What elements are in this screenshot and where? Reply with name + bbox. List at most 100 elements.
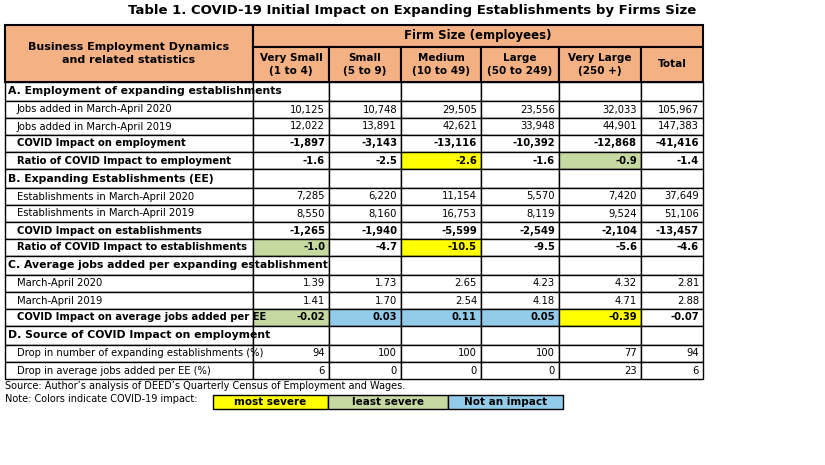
Bar (481, 239, 559, 256)
Text: -1.6: -1.6 (533, 155, 555, 166)
Text: 0.05: 0.05 (530, 312, 555, 323)
Bar (641, 135, 703, 152)
Bar (5, 345, 253, 362)
Text: Source: Author’s analysis of DEED’s Quarterly Census of Employment and Wages.: Source: Author’s analysis of DEED’s Quar… (5, 381, 405, 391)
Bar (5, 118, 253, 135)
Bar (559, 82, 641, 101)
Bar (329, 205, 401, 222)
Text: D. Source of COVID Impact on employment: D. Source of COVID Impact on employment (8, 331, 271, 340)
Text: 16,753: 16,753 (442, 208, 477, 219)
Text: -0.39: -0.39 (608, 312, 637, 323)
Text: Ratio of COVID Impact to employment: Ratio of COVID Impact to employment (17, 155, 231, 166)
Bar (481, 101, 559, 118)
Bar (5, 239, 253, 256)
Text: -4.7: -4.7 (375, 243, 397, 252)
Text: -0.9: -0.9 (615, 155, 637, 166)
Text: 23: 23 (625, 365, 637, 376)
Bar (481, 345, 559, 362)
Bar (329, 275, 401, 292)
Text: least severe: least severe (352, 397, 424, 407)
Bar (559, 362, 641, 379)
Bar (253, 309, 329, 326)
Text: Table 1. COVID-19 Initial Impact on Expanding Establishments by Firms Size: Table 1. COVID-19 Initial Impact on Expa… (128, 4, 696, 17)
Text: 37,649: 37,649 (664, 192, 699, 201)
Text: 0: 0 (471, 365, 477, 376)
Bar (253, 362, 329, 379)
Bar (481, 292, 559, 309)
Text: 23,556: 23,556 (520, 105, 555, 114)
Text: Establishments in March-April 2020: Establishments in March-April 2020 (17, 192, 194, 201)
Bar (481, 82, 559, 101)
Bar (559, 309, 641, 326)
Bar (559, 101, 641, 118)
Bar (481, 326, 559, 345)
Text: 2.65: 2.65 (455, 279, 477, 288)
Bar (641, 222, 703, 239)
Bar (641, 256, 703, 275)
Bar (328, 395, 448, 409)
Bar (401, 222, 481, 239)
Text: 4.32: 4.32 (615, 279, 637, 288)
Text: -0.02: -0.02 (296, 312, 325, 323)
Bar (401, 205, 481, 222)
Bar (559, 169, 641, 188)
Bar (401, 101, 481, 118)
Text: 4.23: 4.23 (533, 279, 555, 288)
Bar (253, 205, 329, 222)
Text: 100: 100 (458, 348, 477, 359)
Text: 7,285: 7,285 (296, 192, 325, 201)
Bar (329, 152, 401, 169)
Bar (329, 169, 401, 188)
Bar (329, 222, 401, 239)
Bar (5, 222, 253, 239)
Bar (253, 326, 329, 345)
Text: 1.41: 1.41 (303, 295, 325, 306)
Text: 13,891: 13,891 (362, 121, 397, 132)
Bar (401, 239, 481, 256)
Bar (481, 256, 559, 275)
Text: 1.39: 1.39 (303, 279, 325, 288)
Bar (559, 256, 641, 275)
Bar (559, 222, 641, 239)
Bar (329, 82, 401, 101)
Bar (5, 326, 253, 345)
Text: 1.73: 1.73 (375, 279, 397, 288)
Bar (5, 101, 253, 118)
Bar (253, 135, 329, 152)
Text: 1.70: 1.70 (375, 295, 397, 306)
Bar (401, 362, 481, 379)
Text: 100: 100 (378, 348, 397, 359)
Text: 29,505: 29,505 (442, 105, 477, 114)
Text: -9.5: -9.5 (533, 243, 555, 252)
Bar (329, 101, 401, 118)
Text: 2.88: 2.88 (676, 295, 699, 306)
Bar (253, 25, 703, 47)
Text: 0.03: 0.03 (373, 312, 397, 323)
Bar (329, 118, 401, 135)
Bar (253, 188, 329, 205)
Bar (329, 326, 401, 345)
Bar (401, 256, 481, 275)
Text: 33,948: 33,948 (521, 121, 555, 132)
Text: Not an impact: Not an impact (464, 397, 547, 407)
Bar (329, 292, 401, 309)
Text: 8,160: 8,160 (369, 208, 397, 219)
Bar (5, 152, 253, 169)
Bar (253, 152, 329, 169)
Text: -5.6: -5.6 (615, 243, 637, 252)
Bar (481, 222, 559, 239)
Bar (559, 188, 641, 205)
Text: most severe: most severe (234, 397, 307, 407)
Text: C. Average jobs added per expanding establishment: C. Average jobs added per expanding esta… (8, 260, 328, 271)
Text: -10.5: -10.5 (448, 243, 477, 252)
Text: 105,967: 105,967 (658, 105, 699, 114)
Bar (641, 101, 703, 118)
Bar (401, 118, 481, 135)
Bar (401, 292, 481, 309)
Bar (329, 135, 401, 152)
Bar (5, 135, 253, 152)
Text: -2.5: -2.5 (375, 155, 397, 166)
Text: -1,897: -1,897 (289, 139, 325, 148)
Bar (253, 169, 329, 188)
Bar (481, 188, 559, 205)
